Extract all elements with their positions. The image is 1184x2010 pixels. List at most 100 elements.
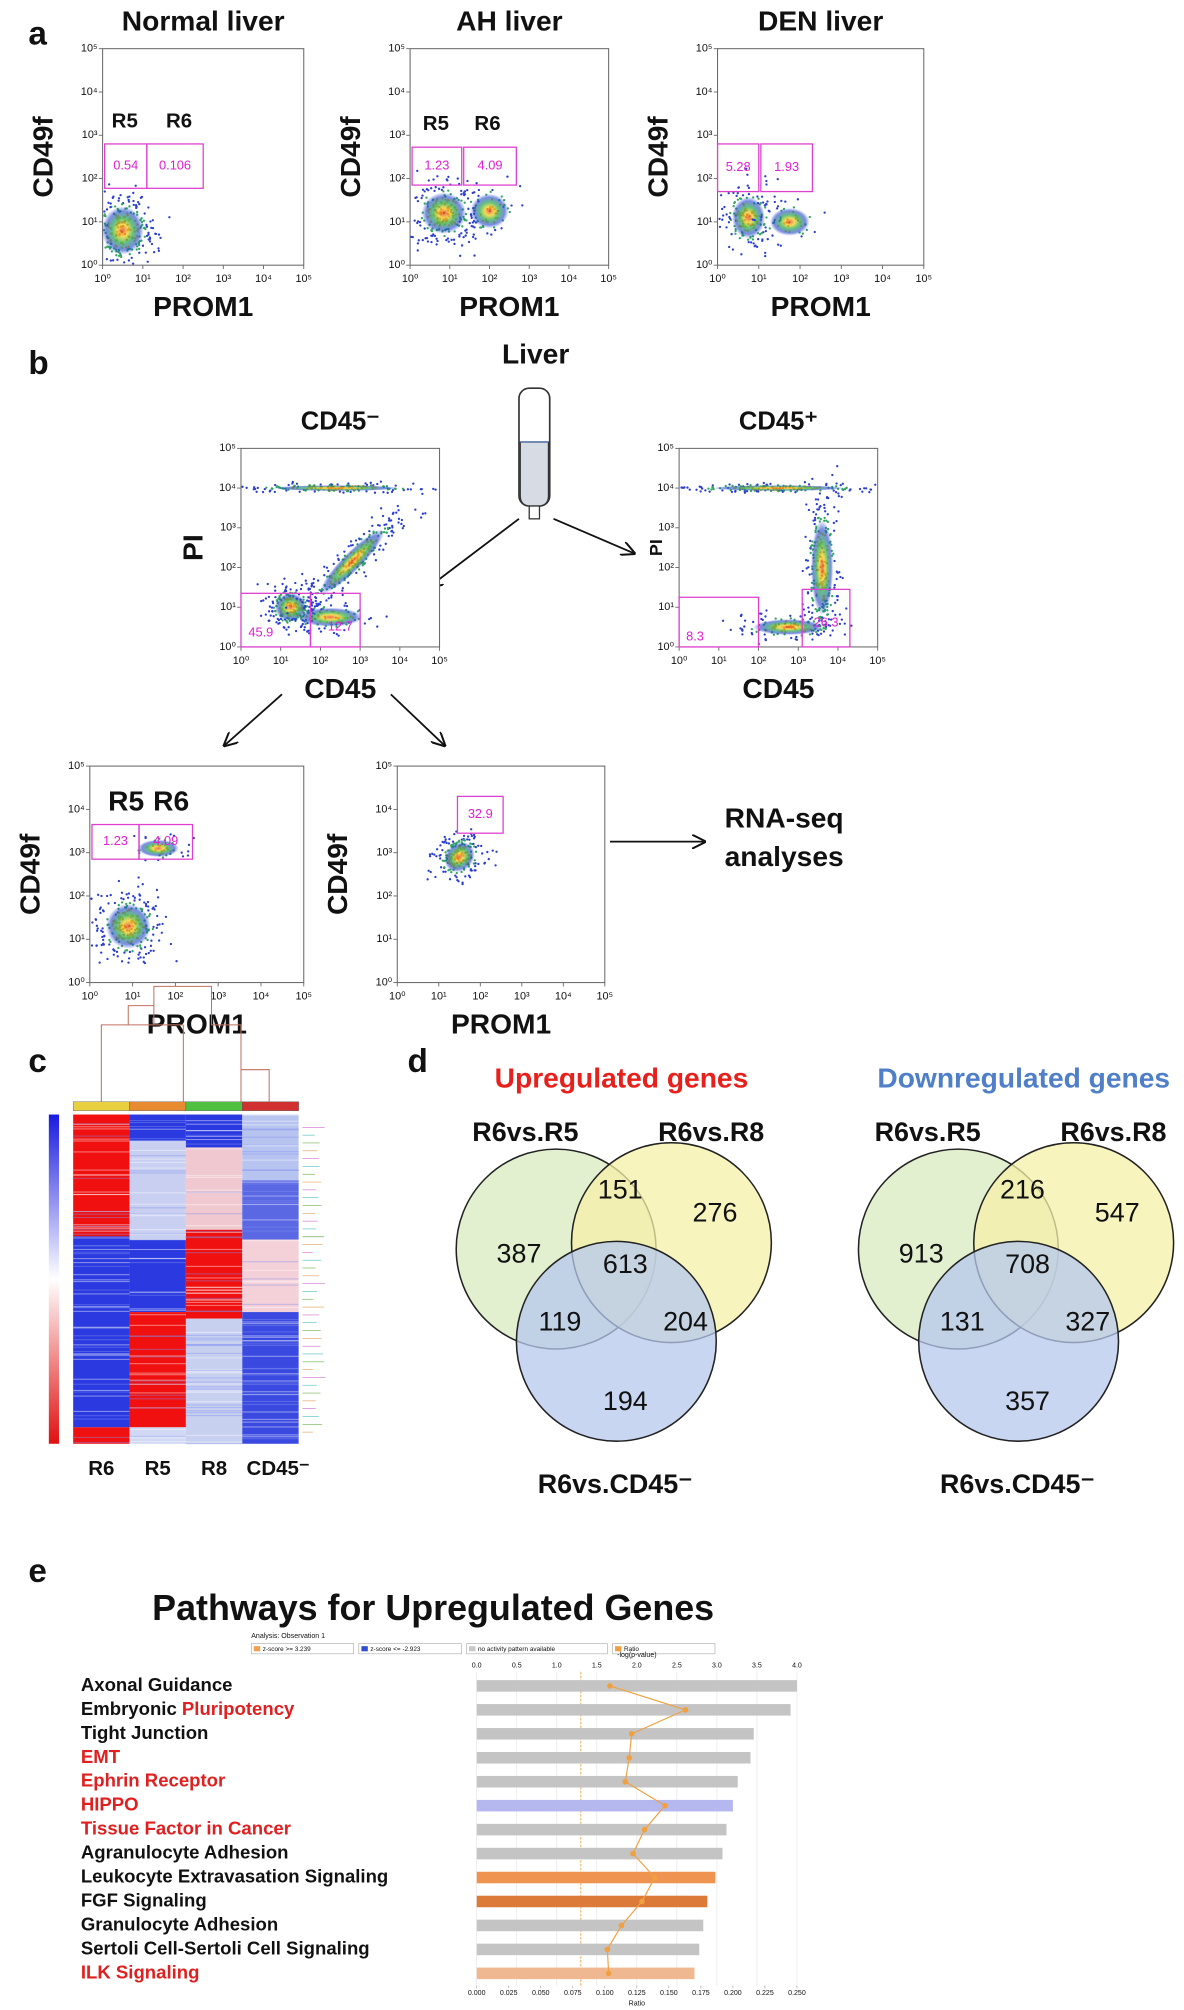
event-dot: [143, 212, 146, 215]
event-dot: [489, 190, 492, 194]
event-dot: [461, 225, 464, 228]
event-dot: [838, 622, 842, 626]
event-dot: [303, 626, 306, 629]
y-tick-label: 10⁵: [81, 43, 98, 55]
event-dot: [776, 205, 780, 208]
event-dot: [764, 206, 767, 209]
event-dot: [832, 521, 836, 525]
event-dot: [416, 169, 419, 173]
event-dot: [415, 196, 418, 199]
event-dot: [740, 628, 744, 631]
event-dot: [439, 844, 442, 847]
event-dot: [835, 577, 838, 581]
heatmap-stripe: [73, 1415, 130, 1417]
y-tick-label: 10⁴: [375, 803, 392, 815]
event-dot: [704, 489, 707, 492]
event-dot: [752, 242, 755, 245]
event-dot: [161, 922, 164, 926]
venn-count: 913: [899, 1239, 944, 1269]
event-dot: [313, 490, 316, 493]
event-dot: [109, 893, 112, 897]
tick-label: 4.0: [792, 1662, 802, 1669]
heatmap-stripe: [129, 1356, 186, 1358]
event-dot: [138, 898, 141, 901]
tick-label: 0.075: [564, 1990, 582, 1997]
event-dot: [452, 238, 456, 241]
event-dot: [118, 254, 121, 257]
heatmap-stripe: [129, 1229, 186, 1231]
event-dot: [723, 205, 726, 209]
event-dot: [370, 516, 374, 519]
heatmap-stripe: [185, 1191, 243, 1193]
event-dot: [728, 245, 731, 249]
event-dot: [300, 624, 303, 627]
panel-label: a: [28, 16, 47, 53]
event-dot: [738, 236, 741, 240]
event-dot: [755, 245, 759, 249]
event-dot: [810, 616, 814, 619]
heatmap-stripe: [242, 1144, 299, 1146]
event-dot: [169, 942, 173, 946]
event-dot: [735, 194, 738, 198]
event-dot: [117, 946, 120, 950]
event-dot: [736, 192, 739, 195]
y-tick-label: 10⁰: [658, 641, 675, 653]
event-dot: [284, 588, 287, 592]
event-dot: [831, 629, 834, 632]
heatmap-block: [73, 1427, 130, 1444]
event-dot: [459, 254, 462, 257]
event-dot: [272, 615, 275, 618]
event-dot: [397, 517, 401, 520]
event-dot: [839, 575, 842, 579]
event-dot: [843, 622, 846, 625]
event-dot: [109, 940, 112, 943]
event-dot: [103, 190, 106, 193]
event-dot: [824, 620, 827, 623]
event-dot: [401, 527, 404, 530]
event-dot: [764, 615, 767, 618]
event-dot: [90, 897, 93, 900]
event-dot: [385, 531, 388, 534]
y-tick-label: 10³: [69, 847, 85, 859]
plot-title: CD45⁺: [739, 408, 818, 436]
event-dot: [386, 491, 389, 494]
event-dot: [832, 529, 836, 532]
event-dot: [518, 184, 522, 188]
x-tick-label: 10²: [168, 991, 184, 1003]
event-dot: [382, 491, 385, 494]
tick-label: 1.0: [552, 1662, 562, 1669]
plot-title: CD45⁻: [301, 408, 380, 436]
event-dot: [818, 617, 821, 620]
event-dot: [464, 234, 467, 237]
event-dot: [109, 205, 112, 209]
heatmap-stripe: [242, 1331, 299, 1333]
event-dot: [830, 618, 833, 621]
gate-value: 26.3: [814, 615, 839, 630]
event-dot: [801, 232, 805, 235]
event-dot: [718, 217, 721, 221]
event-dot: [494, 864, 497, 867]
event-dot: [303, 606, 306, 610]
event-dot: [152, 925, 155, 929]
venn-title: Downregulated genes: [877, 1061, 1170, 1093]
legend-swatch: [469, 1646, 476, 1652]
heatmap-stripe: [129, 1435, 186, 1437]
event-dot: [448, 878, 452, 881]
set-label: R6vs.R8: [1060, 1117, 1166, 1147]
x-tick-label: 10³: [514, 991, 530, 1003]
gate-value: 12.7: [328, 618, 353, 633]
legend-swatch: [615, 1646, 622, 1652]
event-dot: [732, 191, 735, 195]
heatmap-stripe: [242, 1367, 299, 1369]
y-tick-label: 10⁴: [81, 86, 98, 98]
heatmap-stripe: [242, 1153, 299, 1155]
ratio-point: [618, 1922, 625, 1929]
heatmap-stripe: [129, 1233, 186, 1235]
event-dot: [143, 235, 146, 238]
heatmap-stripe: [129, 1120, 186, 1122]
event-dot: [491, 849, 494, 852]
event-dot: [330, 596, 333, 599]
event-dot: [436, 175, 439, 178]
x-axis-title: CD45: [304, 672, 376, 704]
event-dot: [135, 204, 138, 207]
